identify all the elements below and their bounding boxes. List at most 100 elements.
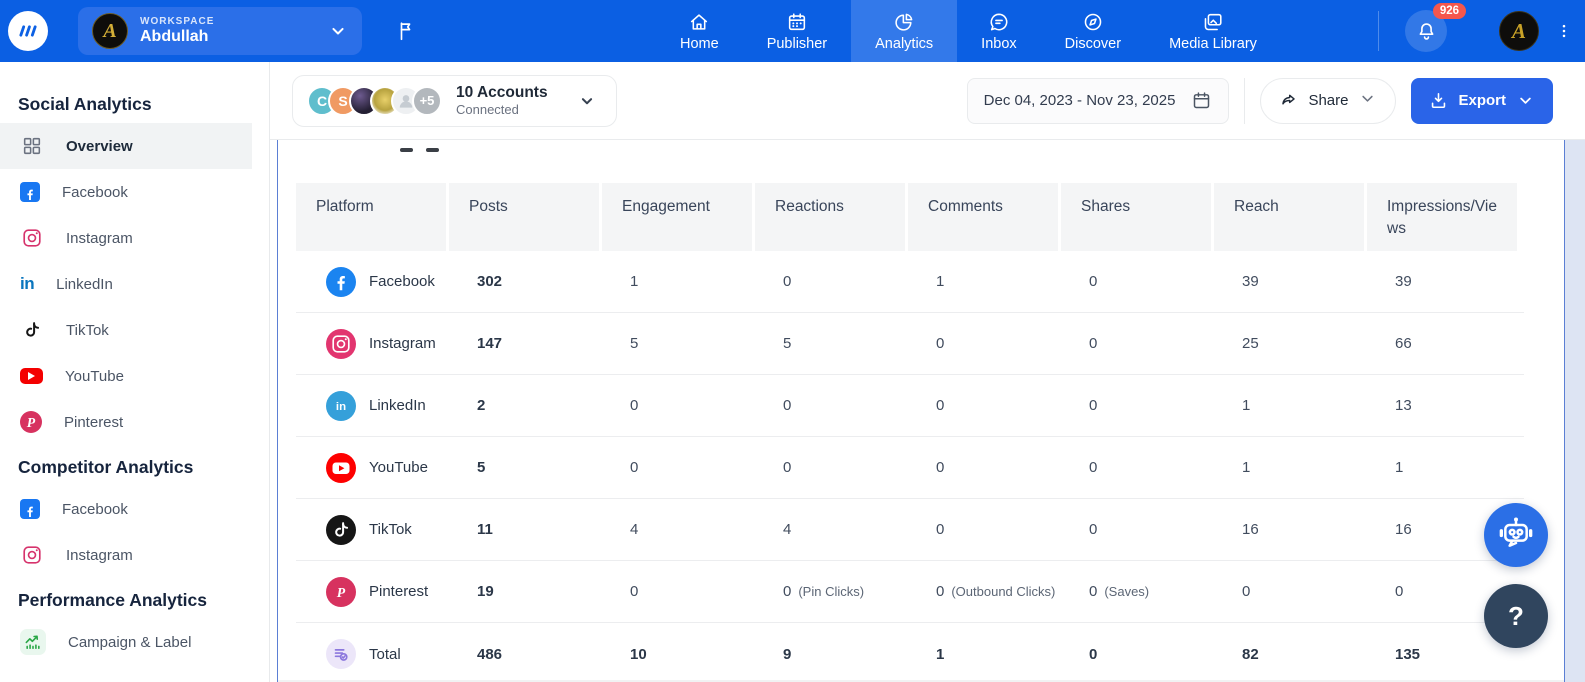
sidebar-item-performance-analytics-campaign-label[interactable]: Campaign & Label (0, 619, 252, 665)
chat-icon (988, 11, 1010, 33)
column-header-shares: Shares (1061, 183, 1211, 251)
sidebar-item-social-analytics-facebook[interactable]: Facebook (0, 169, 252, 215)
instagram-icon (326, 328, 356, 359)
tiktok-icon (326, 514, 356, 545)
pie-chart-icon (893, 11, 915, 33)
sidebar-item-competitor-analytics-instagram[interactable]: Instagram (0, 532, 252, 578)
more-options-icon[interactable] (1555, 19, 1573, 43)
reach-value: 0 (1242, 583, 1251, 600)
nav-item-home[interactable]: Home (656, 0, 743, 62)
total-row-background (278, 680, 1564, 682)
notification-badge: 926 (1432, 3, 1466, 19)
impressions-value: 66 (1395, 335, 1412, 352)
reach-value: 16 (1242, 521, 1259, 538)
engagement-value: 0 (630, 583, 639, 600)
engagement-value: 5 (630, 335, 639, 352)
sidebar-item-social-analytics-youtube[interactable]: YouTube (0, 353, 252, 399)
youtube-icon (326, 452, 356, 483)
linkedin-icon: in (326, 390, 356, 421)
download-icon (1432, 92, 1446, 109)
compass-icon (1082, 11, 1104, 33)
engagement-value: 10 (630, 645, 647, 663)
date-range-value: Dec 04, 2023 - Nov 23, 2025 (983, 92, 1176, 109)
posts-value: 486 (477, 645, 503, 663)
instagram-icon (20, 226, 44, 250)
calendar-icon (1194, 92, 1210, 109)
page-scrollbar-track (1565, 140, 1585, 682)
nav-item-inbox[interactable]: Inbox (957, 0, 1040, 62)
clipped-heading-fragment (400, 148, 413, 152)
platform-cell: Instagram (296, 328, 449, 359)
notifications-button[interactable]: 926 (1405, 3, 1466, 52)
chatbot-fab[interactable] (1484, 503, 1548, 567)
posts-value: 2 (477, 397, 486, 414)
sidebar-item-social-analytics-overview[interactable]: Overview (0, 123, 252, 169)
export-button[interactable]: Export (1411, 77, 1553, 124)
column-header-posts: Posts (449, 183, 599, 251)
nav-item-analytics[interactable]: Analytics (851, 0, 958, 62)
chevron-down-icon (1358, 89, 1377, 112)
column-header-comments: Comments (908, 183, 1058, 251)
pinterest-icon: P (326, 576, 356, 607)
total-icon (326, 639, 356, 669)
instagram-icon (20, 543, 44, 567)
nav-item-media-library[interactable]: Media Library (1145, 0, 1281, 62)
share-button[interactable]: Share (1260, 77, 1397, 124)
date-range-picker[interactable]: Dec 04, 2023 - Nov 23, 2025 (966, 77, 1230, 124)
comments-value: 0 (936, 459, 945, 476)
workspace-selector[interactable]: A WORKSPACE Abdullah (78, 7, 362, 55)
workspace-label: WORKSPACE (140, 16, 215, 28)
shares-note: (Saves) (1104, 584, 1150, 599)
shares-value: 0 (1089, 273, 1098, 290)
nav-item-discover[interactable]: Discover (1041, 0, 1145, 62)
sidebar-item-competitor-analytics-facebook[interactable]: Facebook (0, 486, 252, 532)
reach-value: 1 (1242, 459, 1251, 476)
user-avatar[interactable]: A (1499, 11, 1539, 51)
clipped-heading-fragment (426, 148, 439, 152)
sidebar-item-social-analytics-linkedin[interactable]: in LinkedIn (20, 274, 113, 293)
posts-value: 19 (477, 583, 494, 600)
accounts-selector[interactable]: C S +5 10 Accounts Connected (292, 74, 617, 127)
column-header-engagement: Engagement (602, 183, 752, 251)
sidebar-item-social-analytics-instagram[interactable]: Instagram (0, 215, 252, 261)
flag-icon[interactable] (396, 20, 418, 42)
chevron-down-icon (578, 92, 596, 110)
export-label: Export (1458, 92, 1506, 109)
shares-value: 0 (1089, 397, 1098, 414)
share-icon (1282, 94, 1296, 105)
question-mark-icon: ? (1508, 600, 1524, 631)
shares-value: 0 (1089, 645, 1098, 663)
facebook-icon (20, 182, 40, 202)
overview-report-panel: Platform Posts Engagement Reactions Comments… (277, 140, 1565, 682)
posts-value: 5 (477, 459, 486, 476)
sidebar-item-social-analytics-tiktok[interactable]: TikTok (0, 307, 252, 353)
impressions-value: 13 (1395, 397, 1412, 414)
platform-cell: P Pinterest (296, 576, 449, 607)
table-row-instagram: Instagram 147 5 5 0 0 25 66 (296, 313, 1524, 375)
column-header-reach: Reach (1214, 183, 1364, 251)
platform-performance-table: Platform Posts Engagement Reactions Comments… (296, 183, 1524, 682)
comments-value: 0 (936, 397, 945, 414)
platform-cell: Facebook (296, 266, 449, 297)
section-heading-performance-analytics: Performance Analytics (18, 590, 208, 610)
comments-value: 1 (936, 273, 945, 290)
sidebar-item-social-analytics-pinterest[interactable]: P Pinterest (0, 399, 252, 445)
reactions-value: 0 (Pin Clicks) (783, 583, 865, 600)
impressions-value: 39 (1395, 273, 1412, 290)
shares-value: 0 (1089, 459, 1098, 476)
impressions-value: 0 (1395, 583, 1404, 600)
nav-item-publisher[interactable]: Publisher (743, 0, 851, 62)
calendar-icon (786, 11, 808, 33)
help-fab[interactable]: ? (1484, 584, 1548, 648)
platform-cell: in LinkedIn (296, 390, 449, 421)
platform-cell: TikTok (296, 514, 449, 545)
share-label: Share (1308, 92, 1349, 109)
contentstudio-logo-icon[interactable] (8, 11, 48, 51)
comments-note: (Outbound Clicks) (951, 584, 1056, 599)
reactions-value: 0 (783, 273, 792, 290)
chevron-down-icon (1520, 97, 1531, 104)
analytics-sidebar: Social Analytics Overview Facebook Instagra… (0, 62, 270, 682)
svg-text:P: P (337, 585, 346, 600)
reactions-value: 5 (783, 335, 792, 352)
analytics-toolbar: C S +5 10 Accounts Connected Dec 04, 2023 … (270, 62, 1585, 140)
